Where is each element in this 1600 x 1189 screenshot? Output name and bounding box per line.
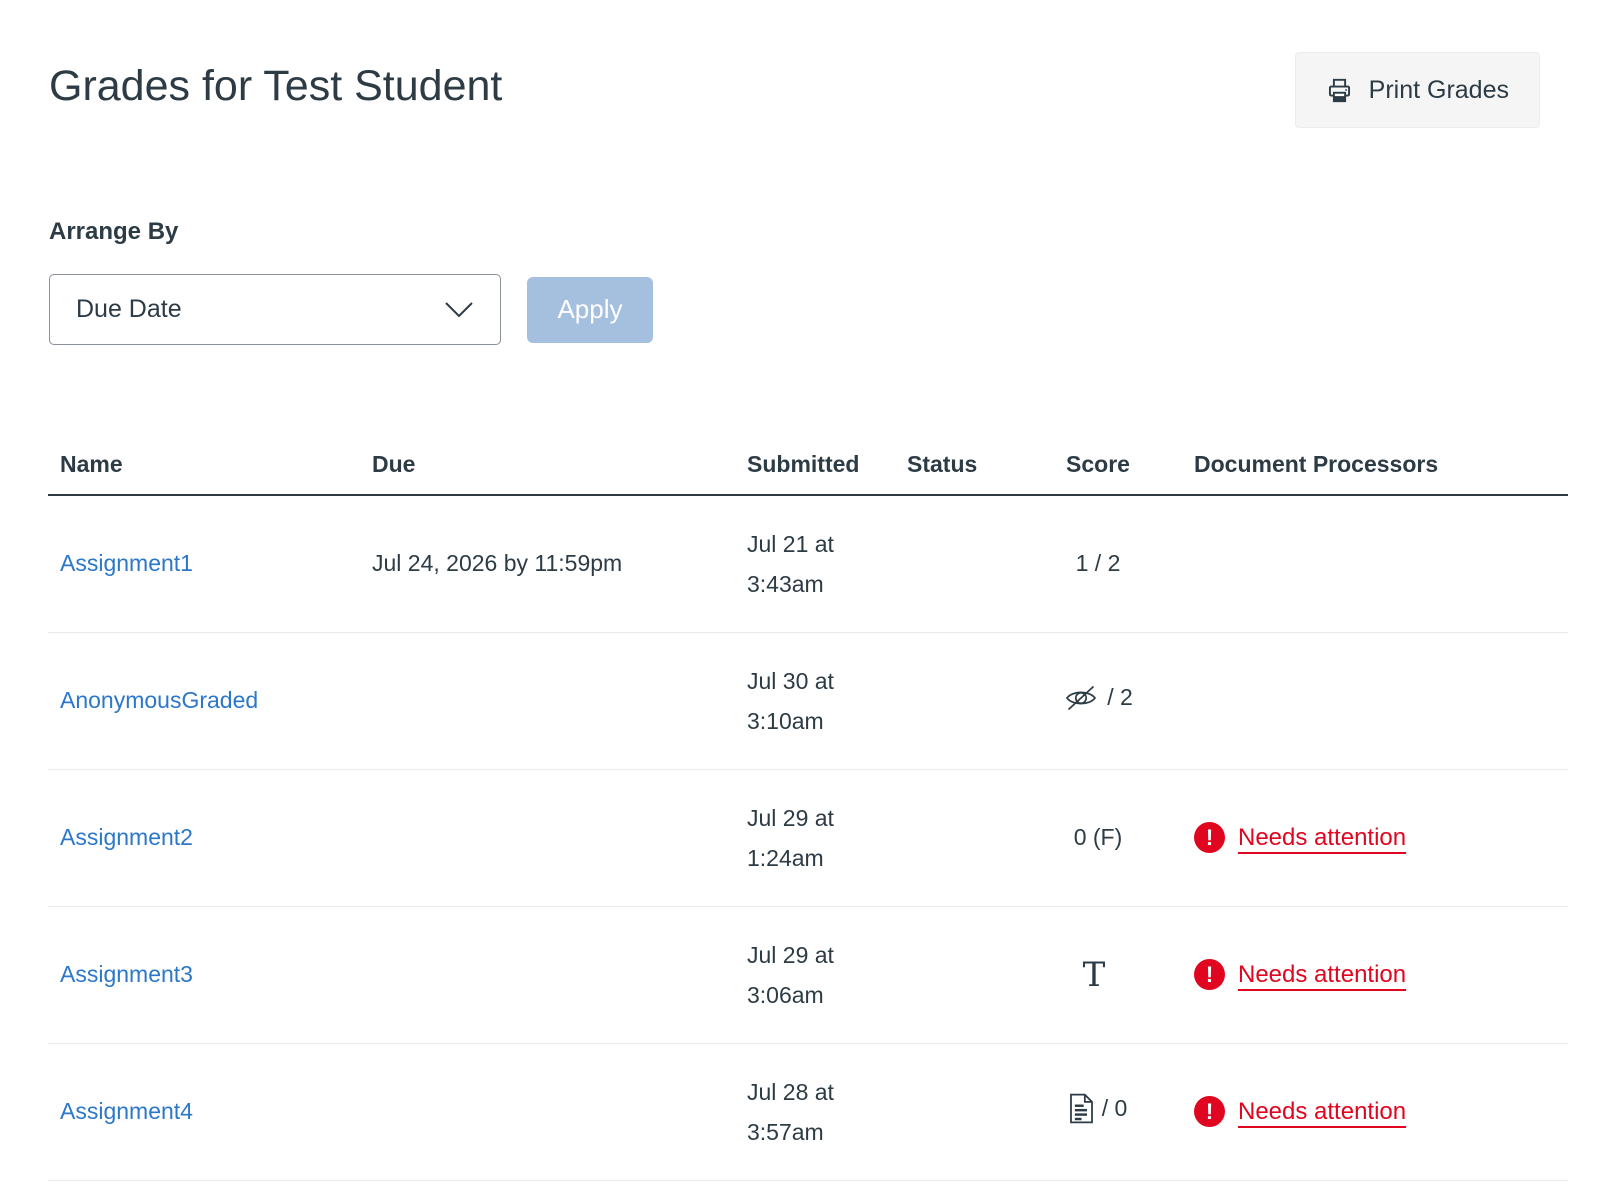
arrange-by-select[interactable]: Due Date [49,274,501,345]
submitted-time-line2: 3:10am [747,707,824,734]
cell-score: T / 2 [1028,632,1168,770]
alert-icon: ! [1194,1096,1225,1127]
document-icon [1069,1093,1094,1124]
submitted-date-line1: Jul 29 at [747,804,834,831]
column-header-name: Name [48,451,360,496]
column-header-document-processors: Document Processors [1168,451,1568,496]
print-grades-label: Print Grades [1368,75,1509,104]
cell-submitted: Jul 28 at 3:57am [735,1043,895,1181]
cell-score: T 1 / 2 [1028,495,1168,633]
cell-score: T / 0 [1028,1043,1168,1181]
cell-status [895,495,1028,633]
table-row: Assignment1 Jul 24, 2026 by 11:59pm Jul … [48,495,1568,633]
page-header: Grades for Test Student Print Grades [0,0,1600,128]
submitted-time-line2: 3:06am [747,981,824,1008]
eye-off-icon [1063,683,1099,713]
cell-due [360,1043,735,1181]
cell-status [895,632,1028,770]
table-row: Assignment4 Jul 28 at 3:57am T [48,1043,1568,1181]
grades-table: Name Due Submitted Status Score Document… [48,451,1568,1181]
score-text: 1 / 2 [1075,550,1121,577]
print-grades-button[interactable]: Print Grades [1294,52,1540,128]
cell-name: Assignment2 [48,769,360,907]
due-date-text: Jul 24, 2026 by 11:59pm [372,550,623,577]
assignment-link[interactable]: Assignment2 [60,824,193,850]
cell-score: T 0 (F) [1028,769,1168,907]
submitted-time-line2: 3:43am [747,570,824,597]
cell-name: Assignment1 [48,495,360,633]
table-row: Assignment2 Jul 29 at 1:24am T [48,769,1568,907]
cell-due [360,906,735,1044]
needs-attention-label: Needs attention [1238,823,1407,851]
submitted-time-line2: 1:24am [747,844,824,871]
apply-button[interactable]: Apply [527,276,653,343]
submitted-date-line1: Jul 28 at [747,1078,834,1105]
column-header-status: Status [895,451,1028,496]
submitted-time-line2: 3:57am [747,1118,824,1145]
needs-attention-label: Needs attention [1238,960,1407,988]
cell-score: T [1028,906,1168,1044]
score-text: / 2 [1107,684,1133,710]
submitted-date-line1: Jul 21 at [747,530,834,557]
table-row: Assignment3 Jul 29 at 3:06am T [48,906,1568,1044]
cell-name: Assignment4 [48,1043,360,1181]
table-row: AnonymousGraded Jul 30 at 3:10am T [48,632,1568,770]
cell-name: AnonymousGraded [48,632,360,770]
assignment-link[interactable]: Assignment4 [60,1098,193,1124]
cell-status [895,1043,1028,1181]
cell-document-processors: ! Needs attention [1168,906,1568,1044]
cell-submitted: Jul 29 at 3:06am [735,906,895,1044]
score-text: 0 (F) [1073,824,1123,850]
alert-icon: ! [1194,959,1225,990]
grades-table-header: Name Due Submitted Status Score Document… [48,451,1568,496]
assignment-link[interactable]: AnonymousGraded [60,687,259,713]
assignment-link[interactable]: Assignment3 [60,961,193,987]
page-title: Grades for Test Student [49,62,503,110]
column-header-score: Score [1028,451,1168,496]
cell-document-processors: ! Needs attention [1168,1043,1568,1181]
needs-attention-link[interactable]: ! Needs attention [1194,822,1406,853]
text-grade-icon: T [1082,954,1106,995]
cell-submitted: Jul 21 at 3:43am [735,495,895,633]
needs-attention-link[interactable]: ! Needs attention [1194,1096,1406,1127]
cell-status [895,769,1028,907]
assignment-link[interactable]: Assignment1 [60,550,193,577]
alert-icon: ! [1194,822,1225,853]
cell-due: Jul 24, 2026 by 11:59pm [360,495,735,633]
cell-document-processors: ! Needs attention [1168,769,1568,907]
cell-submitted: Jul 29 at 1:24am [735,769,895,907]
arrange-controls: Due Date Apply [49,274,1600,345]
arrange-by-selected-value: Due Date [76,295,182,323]
needs-attention-label: Needs attention [1238,1097,1407,1125]
cell-status [895,906,1028,1044]
column-header-due: Due [360,451,735,496]
needs-attention-link[interactable]: ! Needs attention [1194,959,1406,990]
cell-document-processors [1168,495,1568,633]
cell-document-processors [1168,632,1568,770]
printer-icon [1326,77,1353,104]
cell-due [360,632,735,770]
column-header-submitted: Submitted [735,451,895,496]
chevron-down-icon [444,301,474,319]
submitted-date-line1: Jul 30 at [747,667,834,694]
cell-submitted: Jul 30 at 3:10am [735,632,895,770]
score-text: / 0 [1101,1095,1128,1121]
arrange-by-label: Arrange By [49,218,179,245]
cell-due [360,769,735,907]
cell-name: Assignment3 [48,906,360,1044]
submitted-date-line1: Jul 29 at [747,941,834,968]
